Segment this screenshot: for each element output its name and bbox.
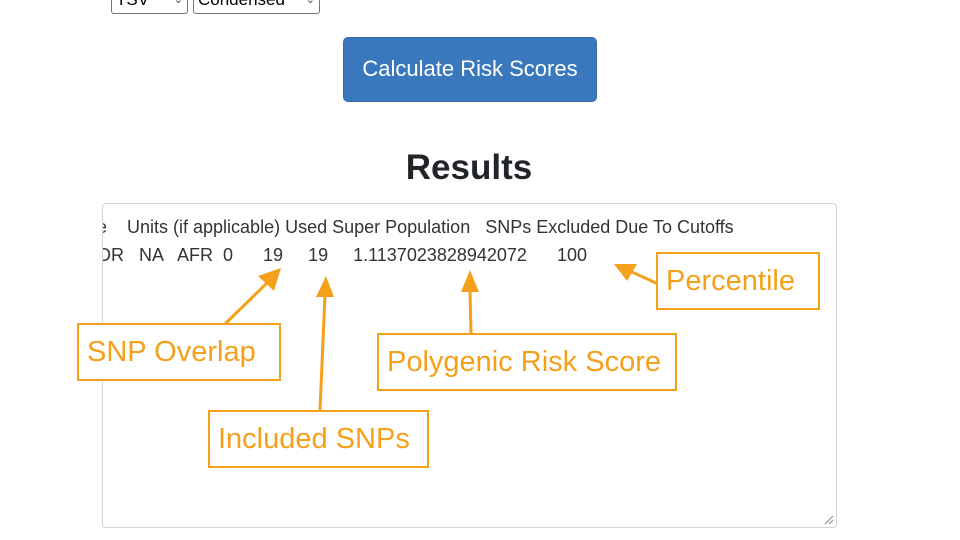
resize-grip-icon[interactable]	[824, 515, 834, 525]
calculate-risk-scores-button[interactable]: Calculate Risk Scores	[343, 37, 597, 102]
chevron-down-icon: ⌄	[305, 0, 315, 6]
results-heading: Results	[405, 148, 533, 187]
callout-snp-overlap: SNP Overlap	[77, 323, 281, 381]
view-select[interactable]: Condensed ⌄	[193, 0, 320, 14]
callout-polygenic-risk-score: Polygenic Risk Score	[377, 333, 677, 391]
format-select[interactable]: TSV ⌄	[111, 0, 188, 14]
chevron-down-icon: ⌄	[173, 0, 183, 6]
callout-percentile: Percentile	[656, 252, 820, 310]
results-data-row: OR NA AFR 0 19 19 1.1137023828942072 100	[102, 245, 587, 265]
results-header-row: e Units (if applicable) Used Super Popul…	[102, 217, 734, 237]
view-select-value: Condensed	[198, 0, 285, 13]
callout-included-snps: Included SNPs	[208, 410, 429, 468]
format-select-value: TSV	[116, 0, 149, 13]
